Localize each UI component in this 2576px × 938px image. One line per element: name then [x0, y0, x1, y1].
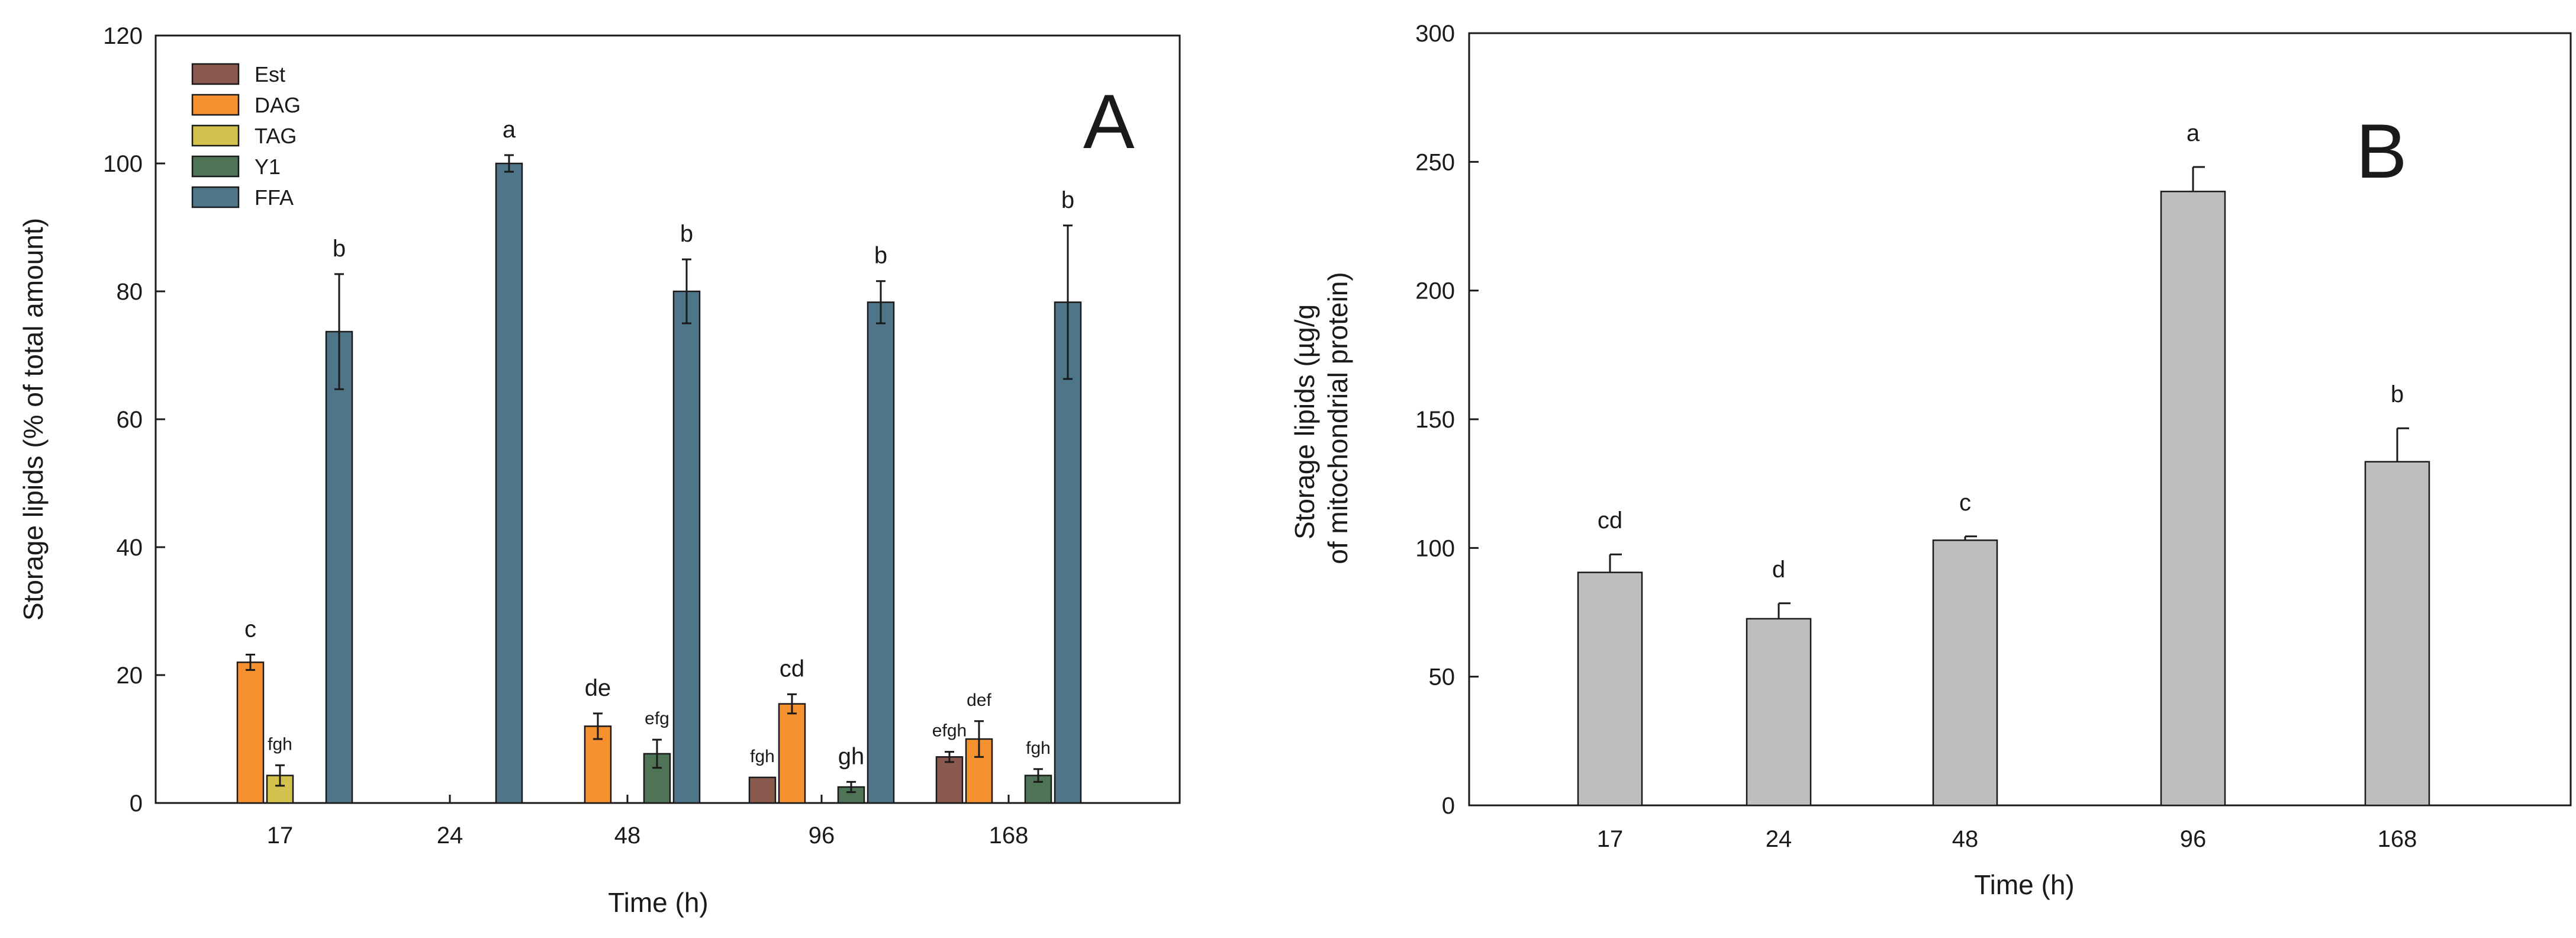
- y-tick-label-a: 60: [117, 407, 143, 433]
- bar-storage-lipids: [2364, 461, 2430, 807]
- y-tick-label-b: 50: [1429, 664, 1456, 690]
- y-axis-label-a: Storage lipids (% of total amount): [18, 218, 49, 621]
- significance-label: efgh: [932, 721, 967, 741]
- x-tick-label-b: 17: [1597, 826, 1624, 852]
- bar-est: [935, 756, 964, 804]
- x-tick-label-a: 48: [614, 823, 641, 849]
- bar-ffa: [1054, 301, 1082, 804]
- bar-storage-lipids: [1746, 618, 1812, 807]
- bar-ffa: [325, 330, 353, 804]
- x-tick-label-a: 24: [437, 823, 463, 849]
- bar-ffa: [495, 162, 523, 804]
- significance-label: gh: [838, 743, 865, 769]
- y-tick-label-b: 200: [1415, 278, 1455, 304]
- y-axis-label-b-line-2: of mitochondrial protein): [1322, 272, 1353, 564]
- x-axis-label-a: Time (h): [608, 887, 709, 918]
- legend-swatch-dag: [191, 94, 240, 116]
- legend-a: Est DAG TAG Y1 FFA: [191, 62, 301, 210]
- x-tick-label-b: 168: [2378, 826, 2417, 852]
- y-tick-label-b: 250: [1415, 149, 1455, 175]
- significance-label: fgh: [750, 747, 775, 766]
- legend-label-dag: DAG: [255, 93, 301, 117]
- x-axis-a: 17 24 48 96 168: [267, 795, 1029, 849]
- bar-ffa: [867, 301, 895, 804]
- significance-label: b: [680, 221, 693, 247]
- significance-label: fgh: [268, 734, 292, 754]
- panel-letter-b: B: [2356, 108, 2407, 194]
- panel-letter-a: A: [1083, 78, 1135, 165]
- y-tick-label-a: 20: [117, 663, 143, 689]
- y-tick-label-a: 100: [103, 151, 143, 177]
- legend-swatch-est: [191, 63, 240, 85]
- y-tick-label-b: 0: [1442, 793, 1455, 819]
- bar-storage-lipids: [1932, 539, 1998, 807]
- legend-swatch-ffa: [191, 186, 240, 208]
- x-axis-b: 17 24 48 96 168: [1597, 797, 2417, 852]
- y-tick-label-b: 150: [1415, 407, 1455, 433]
- legend-swatch-y1: [191, 155, 240, 178]
- x-axis-label-b: Time (h): [1974, 869, 2075, 900]
- plot-frame-a: [154, 34, 1181, 804]
- y-tick-label-a: 0: [130, 791, 143, 817]
- significance-label: b: [2391, 381, 2404, 407]
- significance-label: c: [1959, 490, 1971, 516]
- legend-label-est: Est: [255, 62, 285, 86]
- bar-ffa: [672, 290, 701, 804]
- x-tick-label-a: 168: [989, 823, 1029, 849]
- significance-label: de: [585, 675, 611, 701]
- bars-b: cd d c a b: [1577, 120, 2430, 807]
- legend-label-ffa: FFA: [255, 185, 294, 210]
- y-tick-label-b: 300: [1415, 21, 1455, 47]
- significance-label: c: [244, 616, 256, 642]
- significance-label: efg: [645, 709, 669, 728]
- y-axis-b: 0 50 100 150 200 250 300: [1415, 21, 1479, 819]
- significance-label: fgh: [1026, 738, 1051, 758]
- bar-storage-lipids: [1577, 571, 1643, 807]
- significance-label: d: [1772, 557, 1785, 583]
- significance-label: a: [503, 117, 516, 143]
- x-tick-label-b: 48: [1952, 826, 1979, 852]
- bar-dag: [778, 703, 806, 804]
- significance-label: a: [2187, 120, 2200, 146]
- significance-label: cd: [780, 656, 804, 682]
- legend-swatch-tag: [191, 124, 240, 147]
- bar-storage-lipids: [2160, 191, 2226, 807]
- legend-label-tag: TAG: [255, 124, 297, 148]
- significance-label: b: [874, 243, 887, 269]
- x-tick-label-a: 96: [809, 823, 835, 849]
- y-axis-label-b: Storage lipids (µg/g of mitochondrial pr…: [1289, 272, 1353, 564]
- x-tick-label-b: 96: [2180, 826, 2207, 852]
- y-axis-a: 0 20 40 60 80 100 120: [103, 23, 165, 817]
- y-tick-label-a: 80: [117, 279, 143, 305]
- x-tick-label-b: 24: [1766, 826, 1792, 852]
- significance-label: cd: [1598, 507, 1622, 534]
- legend-label-y1: Y1: [255, 155, 281, 179]
- bar-dag: [236, 661, 265, 804]
- y-tick-label-a: 120: [103, 23, 143, 49]
- significance-label: b: [1061, 187, 1074, 213]
- chart-panel-b: 0 50 100 150 200 250 300 17 24 48 96 168 cd d c a b St…: [1289, 21, 2572, 900]
- chart-panel-a: 0 20 40 60 80 100 120 17 24 48 96 168 fgh efgh c de cd…: [18, 23, 1181, 918]
- significance-label: b: [333, 236, 346, 262]
- x-tick-label-a: 17: [267, 823, 294, 849]
- bar-est: [748, 776, 777, 804]
- significance-label: def: [967, 690, 991, 710]
- y-tick-label-b: 100: [1415, 535, 1455, 561]
- y-tick-label-a: 40: [117, 535, 143, 561]
- bars-a: fgh efgh c de cd def fgh efg gh fgh b a b b b: [236, 117, 1082, 804]
- y-axis-label-b-line-1: Storage lipids (µg/g: [1289, 304, 1320, 539]
